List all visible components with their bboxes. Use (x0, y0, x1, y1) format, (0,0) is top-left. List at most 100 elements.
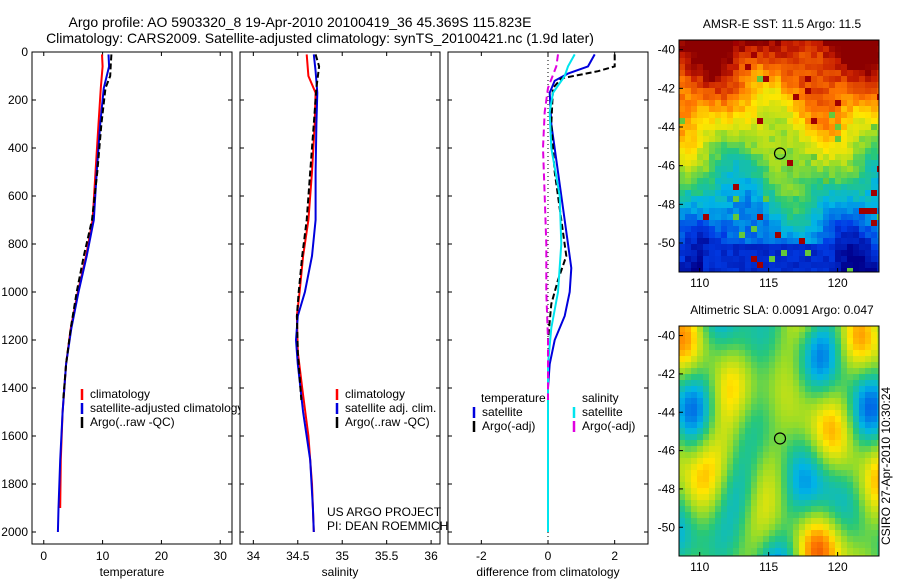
sla_map-pixel (721, 494, 728, 501)
sla_map-pixel (745, 500, 752, 507)
sla_map-pixel (823, 416, 830, 423)
sst_map-pixel (745, 214, 752, 221)
sst_map-pixel (859, 148, 866, 155)
sst_map-pixel (781, 166, 788, 173)
sla_map-xtick-label: 110 (690, 560, 709, 574)
sla_map-pixel (733, 512, 740, 519)
sst_map-pixel (811, 118, 818, 125)
sla_map-pixel (871, 458, 878, 465)
sla_map-pixel (871, 350, 878, 357)
sla_map-pixel (745, 488, 752, 495)
sla_map-pixel (697, 488, 704, 495)
sst_map-pixel (799, 172, 806, 179)
sst_map-pixel (805, 58, 812, 65)
sst_map-pixel (727, 46, 734, 53)
sst_map-pixel (805, 154, 812, 161)
sla_map-pixel (727, 536, 734, 543)
sla_map-pixel (703, 548, 710, 555)
sst_map-pixel (835, 142, 842, 149)
sla_map-pixel (853, 440, 860, 447)
sst_map-pixel (775, 214, 782, 221)
sla_map-pixel (727, 506, 734, 513)
sla_map-pixel (733, 422, 740, 429)
sla_map-pixel (871, 380, 878, 387)
sla_map-pixel (775, 488, 782, 495)
sla_map-pixel (811, 380, 818, 387)
sla_map-pixel (799, 470, 806, 477)
sla_map-pixel (739, 392, 746, 399)
sla_map-pixel (727, 422, 734, 429)
sst_map-pixel (805, 220, 812, 227)
sst_map-pixel (787, 70, 794, 77)
sla_map-pixel (829, 362, 836, 369)
sst_map-pixel (733, 262, 740, 269)
sla_map-pixel (721, 326, 728, 333)
sla_map-pixel (835, 500, 842, 507)
sla_map-pixel (739, 524, 746, 531)
sst_map-pixel (769, 172, 776, 179)
sst_map-pixel (799, 64, 806, 71)
sla_map-pixel (691, 446, 698, 453)
sla_map-pixel (727, 524, 734, 531)
sla_map-pixel (787, 530, 794, 537)
sla_map-pixel (877, 362, 880, 369)
sla_map-pixel (799, 374, 806, 381)
sla_map-pixel (733, 554, 740, 557)
sst_map-pixel (715, 100, 722, 107)
sst_map-pixel (787, 130, 794, 137)
sla_map-pixel (757, 458, 764, 465)
sst_map-pixel (811, 58, 818, 65)
sst_map-pixel (697, 40, 704, 47)
sst_map-pixel (811, 214, 818, 221)
sla_map-pixel (811, 512, 818, 519)
sla_map-pixel (709, 380, 716, 387)
sla_map-pixel (871, 554, 878, 557)
sst_map-pixel (793, 268, 800, 273)
depth-tick-label: 600 (8, 189, 28, 203)
sst_map-pixel (847, 196, 854, 203)
difference-xlabel: difference from climatology (476, 565, 619, 579)
sst_map-pixel (727, 190, 734, 197)
sla_map-pixel (859, 398, 866, 405)
sst_map-pixel (697, 172, 704, 179)
sst_map-pixel (805, 118, 812, 125)
sla_map-pixel (805, 488, 812, 495)
sla_map-pixel (745, 440, 752, 447)
sla_map-pixel (745, 332, 752, 339)
sst_map-pixel (739, 208, 746, 215)
sst_map-pixel (787, 190, 794, 197)
sla_map-pixel (823, 398, 830, 405)
sst_map-pixel (865, 214, 872, 221)
sst_map-pixel (793, 88, 800, 95)
sst_map-pixel (817, 142, 824, 149)
sst_map-pixel (751, 232, 758, 239)
sst_map-pixel (847, 148, 854, 155)
sst_map-pixel (817, 148, 824, 155)
sst_map-pixel (781, 202, 788, 209)
depth-tick-label: 0 (21, 45, 28, 59)
sla_map-pixel (835, 518, 842, 525)
sst_map-pixel (871, 106, 878, 113)
sst_map-pixel (739, 94, 746, 101)
sla_map-pixel (721, 416, 728, 423)
sla_map-pixel (763, 536, 770, 543)
sst_map-pixel (757, 166, 764, 173)
sst_map-pixel (787, 250, 794, 257)
sla_map-pixel (721, 380, 728, 387)
sst_map-pixel (877, 208, 880, 215)
sst_map-pixel (847, 166, 854, 173)
sst_map-pixel (691, 232, 698, 239)
sla_map-pixel (877, 512, 880, 519)
sst_map-pixel (697, 220, 704, 227)
sst_map-pixel (715, 94, 722, 101)
sla_map-pixel (769, 464, 776, 471)
sst_map-pixel (715, 130, 722, 137)
sst_map-pixel (871, 262, 878, 269)
sla_map-pixel (823, 338, 830, 345)
sst_map-pixel (805, 52, 812, 59)
sst_map-pixel (859, 244, 866, 251)
sla_map-pixel (739, 476, 746, 483)
sla_map-pixel (715, 446, 722, 453)
sst_map-pixel (679, 256, 686, 263)
sst_map-pixel (823, 64, 830, 71)
